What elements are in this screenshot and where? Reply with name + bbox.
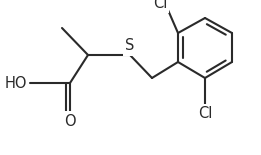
Text: S: S — [125, 38, 135, 53]
Text: Cl: Cl — [153, 0, 167, 11]
Text: Cl: Cl — [198, 106, 212, 122]
Text: HO: HO — [5, 75, 27, 91]
Text: O: O — [64, 113, 76, 128]
